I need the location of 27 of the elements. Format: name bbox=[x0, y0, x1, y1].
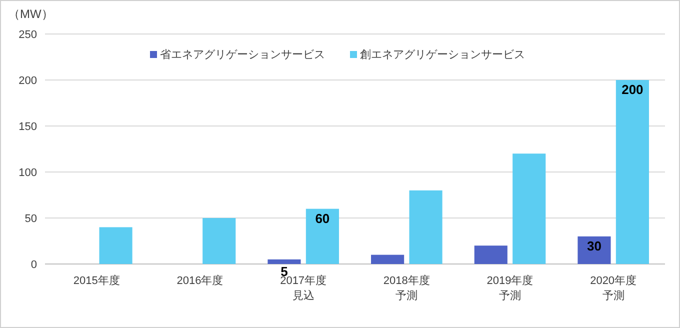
y-tick-label: 0 bbox=[30, 259, 37, 271]
bar bbox=[616, 80, 649, 264]
bar bbox=[202, 218, 236, 264]
y-tick-label: 200 bbox=[18, 75, 37, 87]
bar bbox=[371, 254, 404, 264]
data-label: 30 bbox=[586, 238, 602, 254]
y-tick-label: 250 bbox=[18, 29, 37, 41]
bar bbox=[409, 190, 442, 264]
y-tick-label: 150 bbox=[18, 121, 37, 133]
legend-label: 創エネアグリゲーションサービス bbox=[360, 49, 525, 61]
x-tick-label: 2016年度 bbox=[176, 274, 224, 287]
bar bbox=[578, 236, 611, 264]
data-label: 200 bbox=[622, 82, 644, 97]
data-label: 60 bbox=[315, 210, 330, 226]
y-tick-label: 100 bbox=[18, 167, 37, 179]
y-axis-title: （MW） bbox=[8, 7, 54, 21]
x-tick-label: 2020年度予測 bbox=[590, 274, 637, 302]
bar bbox=[474, 246, 508, 264]
y-tick-label: 50 bbox=[24, 213, 37, 225]
x-tick-label: 2019年度予測 bbox=[486, 274, 534, 302]
legend-label: 省エネアグリゲーションサービス bbox=[160, 48, 325, 61]
bar bbox=[512, 154, 546, 264]
bar bbox=[268, 259, 301, 264]
x-tick-label: 2015年度 bbox=[73, 274, 120, 287]
x-tick-label: 2018年度予測 bbox=[383, 274, 430, 302]
bar bbox=[306, 208, 339, 264]
bar bbox=[99, 227, 132, 264]
